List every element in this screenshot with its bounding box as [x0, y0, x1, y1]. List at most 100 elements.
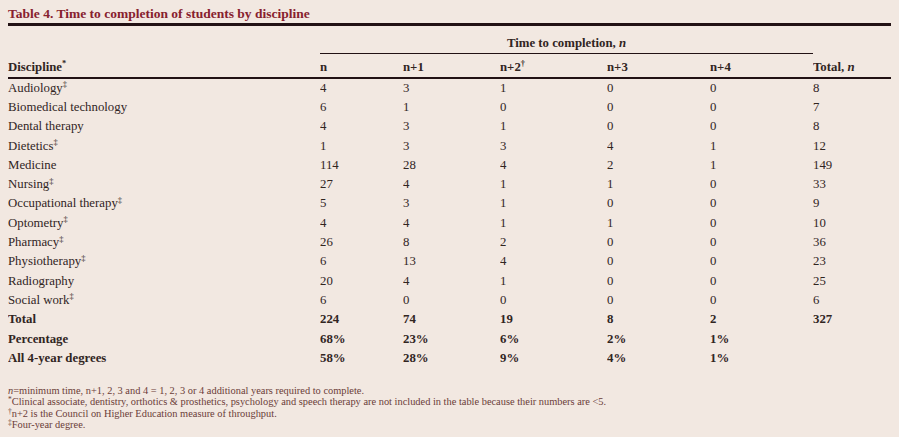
value-cell: 1	[710, 136, 813, 155]
value-cell: 114	[320, 156, 403, 175]
value-cell: 1	[607, 175, 710, 194]
value-cell: 6	[320, 252, 403, 271]
footnote-marker: ‡	[70, 291, 74, 301]
value-cell: 1	[500, 214, 607, 233]
value-cell: 6%	[500, 329, 607, 348]
discipline-name: Biomedical technology	[8, 100, 127, 114]
discipline-cell: Radiography	[8, 271, 320, 290]
value-cell: 27	[320, 175, 403, 194]
value-cell: 0	[607, 252, 710, 271]
discipline-name: Dietetics	[8, 139, 53, 153]
discipline-name: Social work	[8, 293, 70, 307]
table-row: Optometry‡ 4 4 1 1 0 10	[8, 214, 891, 233]
table-row: Pharmacy‡ 26 8 2 0 0 36	[8, 233, 891, 252]
discipline-cell: Dietetics‡	[8, 136, 320, 155]
discipline-cell: Total	[8, 310, 320, 329]
discipline-cell: Optometry‡	[8, 214, 320, 233]
journal-table-figure: Table 4. Time to completion of students …	[0, 0, 899, 437]
value-cell: 0	[500, 98, 607, 117]
value-cell: 4	[500, 252, 607, 271]
value-cell: 4	[320, 214, 403, 233]
value-cell: 4	[320, 78, 403, 98]
table-row: All 4-year degrees 58% 28% 9% 4% 1%	[8, 349, 891, 368]
value-cell: 149	[813, 156, 891, 175]
value-cell: 4	[403, 271, 500, 290]
value-cell: 74	[403, 310, 500, 329]
value-cell: 20	[320, 271, 403, 290]
value-cell: 3	[403, 117, 500, 136]
value-cell: 25	[813, 271, 891, 290]
spanner-empty-cell	[8, 27, 320, 54]
value-cell: 6	[320, 291, 403, 310]
value-cell: 4	[500, 156, 607, 175]
value-cell: 2	[607, 156, 710, 175]
value-cell: 1	[710, 156, 813, 175]
discipline-name: Occupational therapy	[8, 196, 118, 210]
table-row: Nursing‡ 27 4 1 1 0 33	[8, 175, 891, 194]
discipline-cell: All 4-year degrees	[8, 349, 320, 368]
footnote-marker: ‡	[63, 214, 67, 224]
discipline-cell: Nursing‡	[8, 175, 320, 194]
value-cell: 6	[320, 98, 403, 117]
value-cell: 5	[320, 194, 403, 213]
value-cell	[813, 349, 891, 368]
value-cell: 1	[500, 194, 607, 213]
value-cell: 2%	[607, 329, 710, 348]
value-cell: 33	[813, 175, 891, 194]
footnote-sup: *	[8, 395, 12, 404]
value-cell: 9%	[500, 349, 607, 368]
discipline-header-label: Discipline	[8, 60, 62, 74]
table-row: Occupational therapy‡ 5 3 1 0 0 9	[8, 194, 891, 213]
table-row: Radiography 20 4 1 0 0 25	[8, 271, 891, 290]
discipline-name: Audiology	[8, 81, 63, 95]
discipline-cell: Social work‡	[8, 291, 320, 310]
value-cell: 8	[607, 310, 710, 329]
value-cell: 23%	[403, 329, 500, 348]
value-cell: 28%	[403, 349, 500, 368]
value-cell: 0	[607, 78, 710, 98]
discipline-cell: Dental therapy	[8, 117, 320, 136]
spanner-italic-n: n	[619, 36, 626, 50]
value-cell: 8	[403, 233, 500, 252]
footnote-line: n=minimum time, n+1, 2, 3 and 4 = 1, 2, …	[8, 385, 891, 396]
footnote-marker: ‡	[81, 253, 85, 263]
value-cell: 0	[607, 271, 710, 290]
value-cell: 1	[500, 271, 607, 290]
total-italic-n: n	[847, 60, 854, 74]
value-cell: 8	[813, 117, 891, 136]
value-cell: 4%	[607, 349, 710, 368]
spanner-text: Time to completion,	[507, 36, 619, 50]
value-cell: 224	[320, 310, 403, 329]
footnote-marker: †	[521, 58, 525, 68]
discipline-cell: Occupational therapy‡	[8, 194, 320, 213]
value-cell: 58%	[320, 349, 403, 368]
column-header-n: n	[320, 53, 403, 78]
value-cell: 0	[607, 98, 710, 117]
table-row: Dental therapy 4 3 1 0 0 8	[8, 117, 891, 136]
value-cell: 68%	[320, 329, 403, 348]
table-row: Total 224 74 19 8 2 327	[8, 310, 891, 329]
footnote-text: n+2 is the Council on Higher Education m…	[12, 408, 277, 419]
column-header-n4: n+4	[710, 53, 813, 78]
footnote-line: *Clinical associate, dentistry, orthotic…	[8, 396, 891, 407]
spanner-empty-cell	[813, 27, 891, 54]
table-row: Dietetics‡ 1 3 3 4 1 12	[8, 136, 891, 155]
discipline-cell: Percentage	[8, 329, 320, 348]
column-header-n2: n+2†	[500, 53, 607, 78]
discipline-name: Nursing	[8, 177, 49, 191]
footnote-line: ‡Four-year degree.	[8, 419, 891, 430]
column-header-discipline: Discipline*	[8, 53, 320, 78]
discipline-cell: Audiology‡	[8, 78, 320, 98]
value-cell: 0	[710, 214, 813, 233]
value-cell: 1%	[710, 329, 813, 348]
discipline-cell: Pharmacy‡	[8, 233, 320, 252]
column-header-n3: n+3	[607, 53, 710, 78]
value-cell: 0	[710, 271, 813, 290]
footnote-marker: ‡	[118, 195, 122, 205]
value-cell: 10	[813, 214, 891, 233]
value-cell: 4	[403, 175, 500, 194]
value-cell: 1	[320, 136, 403, 155]
value-cell: 1	[607, 214, 710, 233]
value-cell: 0	[710, 98, 813, 117]
discipline-cell: Medicine	[8, 156, 320, 175]
